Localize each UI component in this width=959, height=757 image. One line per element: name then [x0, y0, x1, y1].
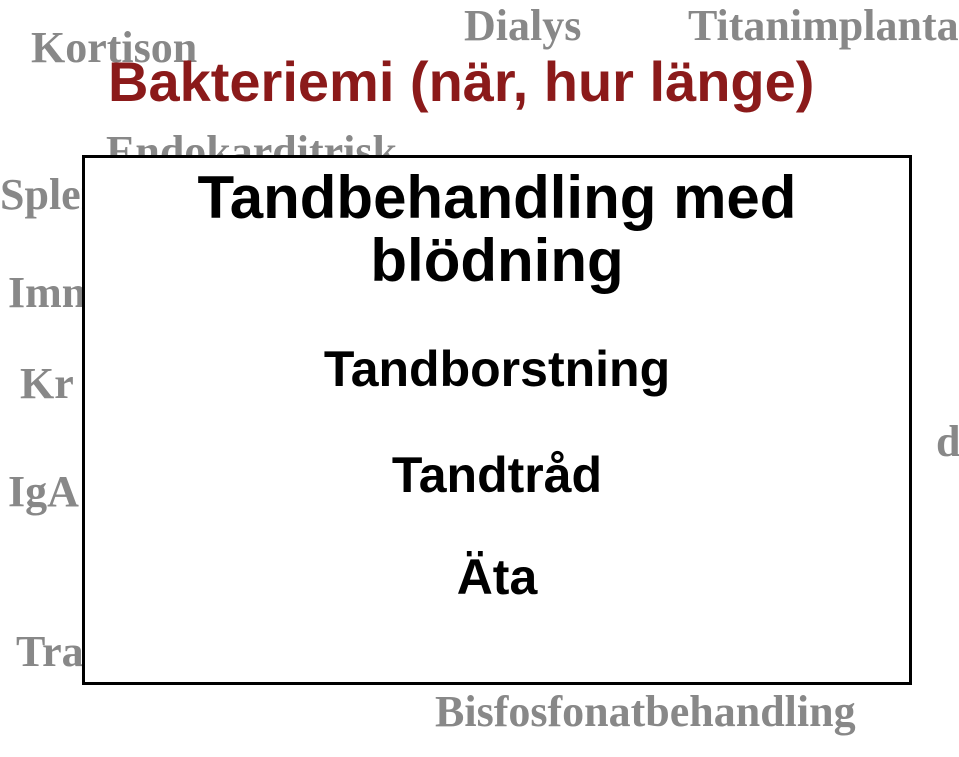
- word-titanimplantat: Titanimplantat: [688, 4, 959, 48]
- word-imn-fragment: Imn: [8, 271, 86, 315]
- word-d-fragment: d: [936, 420, 959, 464]
- box-line-2: blödning: [370, 229, 623, 292]
- word-tra-fragment: Tra: [16, 630, 84, 674]
- box-line-5: Äta: [457, 548, 538, 606]
- word-dialys: Dialys: [464, 4, 581, 48]
- box-line-1: Tandbehandling med: [198, 166, 797, 229]
- word-iga-fragment: IgA: [8, 470, 79, 514]
- word-kr-fragment: Kr: [20, 362, 74, 406]
- word-bakteriemi: Bakteriemi (när, hur länge): [108, 54, 814, 110]
- slide-stage: Kortison Dialys Titanimplantat Bakteriem…: [0, 0, 959, 757]
- box-line-3: Tandborstning: [324, 340, 670, 398]
- word-bisfosfonat: Bisfosfonatbehandling: [435, 690, 856, 734]
- overlay-box: Tandbehandling med blödning Tandborstnin…: [82, 155, 912, 685]
- box-line-4: Tandtråd: [392, 446, 602, 504]
